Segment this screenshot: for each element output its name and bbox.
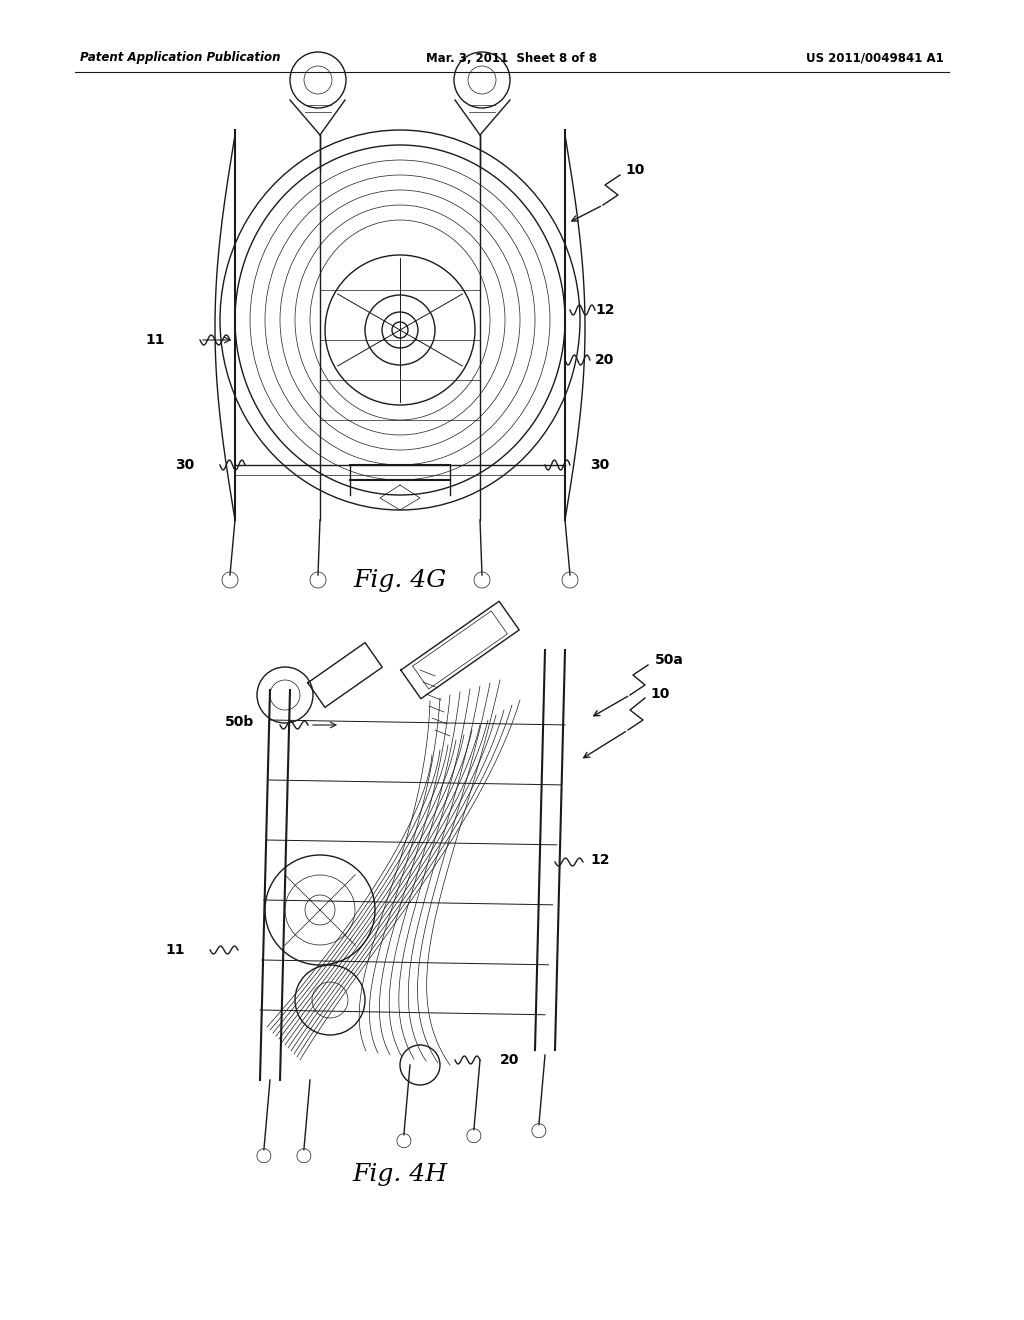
Text: 10: 10 <box>625 162 644 177</box>
Text: 50a: 50a <box>655 653 684 667</box>
Text: 30: 30 <box>590 458 609 473</box>
Text: 10: 10 <box>650 686 670 701</box>
Text: 11: 11 <box>165 942 184 957</box>
Text: 12: 12 <box>595 304 614 317</box>
Text: Fig. 4H: Fig. 4H <box>352 1163 447 1187</box>
Text: 11: 11 <box>145 333 165 347</box>
Text: 20: 20 <box>595 352 614 367</box>
Text: Patent Application Publication: Patent Application Publication <box>80 51 281 65</box>
Text: 20: 20 <box>500 1053 519 1067</box>
Text: 50b: 50b <box>225 715 255 729</box>
Text: Mar. 3, 2011  Sheet 8 of 8: Mar. 3, 2011 Sheet 8 of 8 <box>427 51 597 65</box>
Text: 12: 12 <box>590 853 609 867</box>
Text: US 2011/0049841 A1: US 2011/0049841 A1 <box>806 51 944 65</box>
Text: 30: 30 <box>175 458 195 473</box>
Text: Fig. 4G: Fig. 4G <box>353 569 446 591</box>
